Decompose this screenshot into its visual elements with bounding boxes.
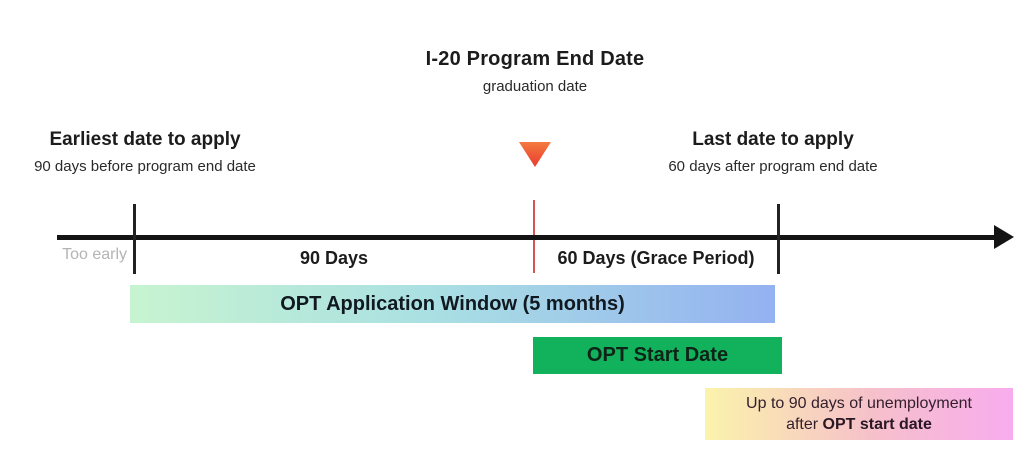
too-early-label: Too early [62, 246, 127, 263]
unemployment-period-bar: Up to 90 days of unemployment after OPT … [705, 388, 1013, 440]
diagram-subtitle: graduation date [482, 78, 588, 95]
diagram-title: I-20 Program End Date [425, 48, 645, 70]
timeline-axis [57, 235, 999, 240]
earliest-date-title: Earliest date to apply [49, 129, 241, 150]
opt-application-window-label: OPT Application Window (5 months) [280, 292, 625, 315]
opt-application-window-bar: OPT Application Window (5 months) [130, 285, 775, 323]
down-triangle-icon [519, 142, 551, 167]
opt-start-date-label: OPT Start Date [586, 344, 729, 366]
segment-90-days-label: 90 Days [299, 248, 369, 268]
unemployment-line1: Up to 90 days of unemployment [746, 395, 972, 412]
earliest-date-subtitle: 90 days before program end date [34, 158, 256, 175]
last-date-title: Last date to apply [692, 129, 854, 150]
segment-60-days-label: 60 Days (Grace Period) [557, 248, 755, 268]
last-date-subtitle: 60 days after program end date [668, 158, 878, 175]
last-date-tick [777, 204, 780, 274]
opt-start-date-bar: OPT Start Date [533, 337, 782, 374]
earliest-date-tick [133, 204, 136, 274]
unemployment-line2: after OPT start date [786, 416, 932, 433]
arrow-right-icon [994, 225, 1014, 249]
